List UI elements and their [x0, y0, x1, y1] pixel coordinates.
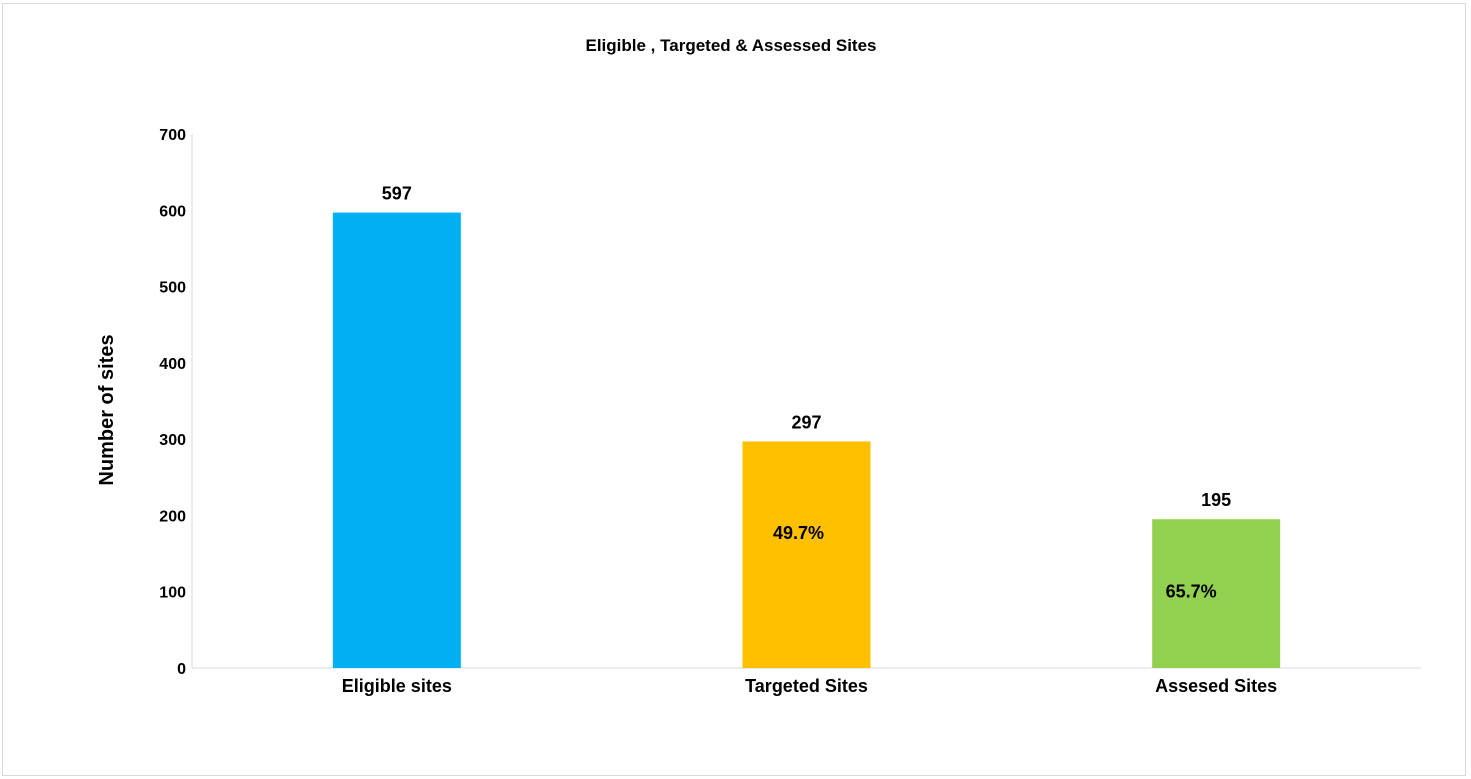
y-tick-label: 300	[159, 432, 186, 449]
y-tick-label: 200	[159, 508, 186, 525]
y-tick-label: 100	[159, 585, 186, 602]
bar-percent-label: 49.7%	[773, 523, 824, 543]
x-tick-labels: Eligible sites Targeted Sites Assesed Site…	[342, 676, 1277, 696]
y-tick-label: 400	[159, 356, 186, 373]
bar-value-label: 597	[382, 184, 412, 204]
bar	[742, 441, 871, 668]
y-tick-label: 500	[159, 280, 186, 297]
chart-title: Eligible , Targeted & Assessed Sites	[586, 36, 877, 55]
x-tick-label: Targeted Sites	[745, 676, 868, 696]
x-tick-label: Assesed Sites	[1155, 676, 1277, 696]
bar	[1152, 519, 1281, 668]
bars	[332, 212, 1281, 668]
bar-percent-label: 65.7%	[1166, 582, 1217, 602]
bar-value-label: 195	[1201, 490, 1231, 510]
y-axis-label: Number of sites	[96, 334, 118, 485]
y-tick-label: 0	[177, 661, 186, 678]
x-tick-label: Eligible sites	[342, 676, 452, 696]
y-tick-labels: 0 100 200 300 400 500 600 700	[159, 127, 186, 678]
bar-value-label: 297	[791, 412, 821, 432]
bar	[332, 212, 461, 668]
y-tick-label: 600	[159, 203, 186, 220]
data-labels: 597 297 49.7% 195 65.7%	[382, 184, 1231, 602]
y-tick-label: 700	[159, 127, 186, 144]
